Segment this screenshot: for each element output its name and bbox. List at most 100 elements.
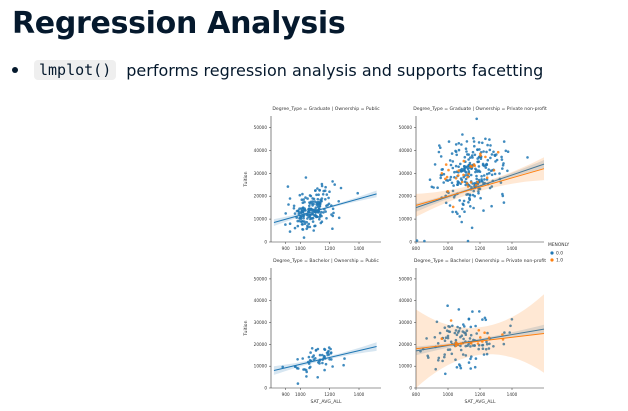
data-point bbox=[449, 175, 453, 179]
data-point bbox=[476, 170, 479, 173]
data-point bbox=[300, 223, 304, 226]
data-point bbox=[467, 343, 470, 346]
y-tick-label: 10000 bbox=[399, 364, 413, 369]
data-point bbox=[303, 220, 306, 223]
data-point bbox=[328, 190, 331, 193]
data-point bbox=[437, 150, 441, 154]
data-point bbox=[319, 214, 322, 217]
data-point bbox=[504, 149, 508, 153]
data-point bbox=[488, 342, 491, 346]
legend-marker bbox=[550, 251, 554, 255]
data-point bbox=[327, 346, 331, 349]
data-point bbox=[461, 207, 464, 211]
data-point bbox=[493, 172, 497, 176]
data-point bbox=[451, 210, 454, 214]
data-point bbox=[450, 152, 454, 155]
data-point bbox=[324, 185, 327, 189]
data-point bbox=[460, 220, 463, 224]
data-point bbox=[326, 203, 329, 207]
data-point bbox=[488, 186, 492, 190]
data-point bbox=[454, 329, 458, 332]
data-point bbox=[296, 219, 299, 223]
data-point bbox=[316, 201, 319, 204]
data-point bbox=[281, 365, 284, 369]
data-point bbox=[476, 148, 479, 152]
data-point bbox=[444, 372, 447, 376]
y-tick-label: 40000 bbox=[254, 148, 268, 153]
data-point bbox=[314, 206, 318, 209]
regression-line bbox=[273, 346, 377, 372]
facet-title: Degree_Type = Graduate | Ownership = Pub… bbox=[272, 106, 380, 112]
facet-title: Degree_Type = Graduate | Ownership = Pri… bbox=[413, 106, 547, 112]
data-point bbox=[339, 186, 343, 190]
data-point bbox=[444, 336, 448, 339]
data-point bbox=[288, 197, 292, 200]
data-point bbox=[313, 224, 316, 228]
data-point bbox=[469, 325, 473, 329]
data-point bbox=[449, 163, 453, 167]
data-point bbox=[486, 158, 490, 162]
data-point bbox=[465, 329, 469, 332]
data-point bbox=[454, 164, 458, 168]
data-point bbox=[489, 169, 493, 172]
data-point bbox=[314, 189, 317, 192]
data-point bbox=[509, 324, 512, 328]
data-point bbox=[474, 357, 478, 360]
x-tick-label: 1000 bbox=[443, 246, 454, 251]
data-point bbox=[466, 175, 469, 179]
data-point bbox=[455, 153, 458, 157]
data-point bbox=[481, 318, 484, 321]
bullet-dot-icon bbox=[12, 67, 18, 73]
data-point bbox=[439, 155, 443, 158]
regression-line bbox=[415, 328, 545, 352]
data-point bbox=[446, 190, 450, 193]
data-point bbox=[499, 181, 503, 184]
data-point bbox=[482, 150, 485, 153]
data-point bbox=[488, 171, 491, 175]
data-point bbox=[470, 154, 474, 157]
data-point bbox=[288, 230, 292, 233]
data-point bbox=[441, 359, 444, 363]
data-point bbox=[481, 141, 484, 145]
data-point bbox=[296, 358, 299, 361]
x-tick-label: 1200 bbox=[475, 392, 486, 397]
data-point bbox=[308, 194, 312, 197]
data-point bbox=[308, 202, 312, 205]
y-tick-label: 40000 bbox=[399, 148, 413, 153]
data-point bbox=[485, 162, 488, 166]
data-point bbox=[472, 206, 475, 210]
facet-panel-1: Degree_Type = Graduate | Ownership = Pri… bbox=[399, 106, 547, 251]
data-point bbox=[490, 185, 494, 188]
facet-title: Degree_Type = Bachelor | Ownership = Pub… bbox=[273, 258, 379, 264]
data-point bbox=[482, 174, 486, 177]
slide-title: Regression Analysis bbox=[12, 6, 346, 41]
data-point bbox=[478, 310, 481, 313]
data-point bbox=[428, 178, 432, 181]
data-point bbox=[457, 169, 460, 172]
data-point bbox=[331, 227, 334, 230]
data-point bbox=[448, 348, 452, 351]
data-point bbox=[460, 180, 464, 184]
data-point bbox=[448, 178, 452, 181]
data-point bbox=[318, 188, 321, 192]
data-point bbox=[311, 204, 314, 207]
data-point bbox=[470, 185, 473, 189]
x-axis-label: SAT_AVG_ALL bbox=[311, 399, 342, 405]
data-point bbox=[446, 334, 450, 338]
data-point bbox=[444, 201, 448, 205]
data-point bbox=[356, 191, 359, 195]
x-tick-label: 1000 bbox=[295, 246, 306, 251]
y-tick-label: 10000 bbox=[254, 364, 268, 369]
data-point bbox=[466, 185, 470, 188]
data-point bbox=[462, 337, 465, 341]
data-point bbox=[473, 164, 476, 167]
data-point bbox=[451, 160, 455, 163]
data-point bbox=[445, 175, 449, 179]
data-point bbox=[301, 206, 305, 210]
x-tick-label: 800 bbox=[412, 246, 420, 251]
data-point bbox=[465, 182, 469, 185]
data-point bbox=[526, 156, 529, 159]
data-point bbox=[305, 213, 309, 217]
data-point bbox=[331, 365, 334, 368]
data-point bbox=[301, 228, 305, 231]
